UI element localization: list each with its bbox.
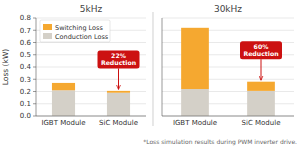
annotation-line: Reduction xyxy=(243,50,278,57)
y-tick xyxy=(33,91,36,92)
bar-segment xyxy=(247,82,275,91)
annotation-line: Reduction xyxy=(101,59,136,66)
y-tick-label: 0.6 xyxy=(20,39,32,47)
y-tick-label: 0.2 xyxy=(20,88,31,96)
annotation-box xyxy=(240,41,282,59)
panel-title: 5kHz xyxy=(80,4,103,14)
legend-frame xyxy=(40,20,110,42)
x-tick-label: IGBT Module xyxy=(41,119,85,127)
annotation-box xyxy=(98,50,140,68)
y-tick xyxy=(33,116,36,117)
legend-label: Switching Loss xyxy=(55,24,103,32)
y-tick-label: 0.8 xyxy=(20,14,31,22)
bar-segment xyxy=(52,83,75,90)
y-tick-label: 0.4 xyxy=(20,63,32,71)
bar-segment xyxy=(247,91,275,116)
bars xyxy=(181,28,275,116)
y-axis xyxy=(36,18,37,116)
annotation-text: 22%Reduction xyxy=(101,52,136,66)
annotation: 22%Reduction xyxy=(98,50,140,89)
y-tick xyxy=(33,67,36,68)
annotation-line: 22% xyxy=(111,52,126,59)
legend-swatch xyxy=(43,33,52,39)
y-tick xyxy=(33,103,36,104)
panel: IGBT Module SiC Module 30kHz 60%Reduction xyxy=(162,4,294,127)
y-tick xyxy=(33,30,36,31)
x-tick-label: SiC Module xyxy=(99,119,138,127)
bar-segment xyxy=(181,89,209,116)
panel-title: 30kHz xyxy=(214,4,242,14)
y-tick xyxy=(33,79,36,80)
x-tick-label: IGBT Module xyxy=(173,119,217,127)
y-axis xyxy=(162,18,163,116)
y-tick-label: 0.3 xyxy=(20,76,31,84)
y-tick-label: 0.0 xyxy=(20,112,31,120)
y-tick-label: 0.7 xyxy=(20,27,31,35)
x-axis xyxy=(36,116,146,117)
bar-segment xyxy=(181,28,209,89)
y-tick xyxy=(33,54,36,55)
footnote: *Loss simulation results during PWM inve… xyxy=(143,138,297,146)
bar-segment xyxy=(107,93,130,116)
grid-line xyxy=(36,79,146,80)
bar-segment xyxy=(52,90,75,116)
annotation-text: 60%Reduction xyxy=(243,43,278,57)
chart-root: 0.0 0.1 0.2 0.3 0.4 0.5 0.6 0.7 0.8 IGBT Module Si… xyxy=(0,0,300,147)
annotation: 60%Reduction xyxy=(240,41,282,80)
y-tick-label: 0.1 xyxy=(20,100,31,108)
y-tick-label: 0.5 xyxy=(20,51,31,59)
legend-swatch xyxy=(43,24,52,30)
x-axis xyxy=(162,116,294,117)
x-tick-label: SiC Module xyxy=(242,119,281,127)
y-tick xyxy=(33,42,36,43)
panel: 0.0 0.1 0.2 0.3 0.4 0.5 0.6 0.7 0.8 IGBT Module Si… xyxy=(1,4,146,127)
bar-segment xyxy=(107,91,130,93)
y-axis-label: Loss (kW) xyxy=(1,49,10,86)
divider xyxy=(153,12,154,126)
annotation-arrow xyxy=(118,68,119,89)
y-tick xyxy=(33,18,36,19)
grid-line xyxy=(162,18,294,19)
annotation-arrow xyxy=(261,59,262,80)
legend-label: Conduction Loss xyxy=(55,33,109,41)
legend: Switching LossConduction Loss xyxy=(40,20,110,42)
grid-line xyxy=(36,18,146,19)
annotation-line: 60% xyxy=(254,43,269,50)
